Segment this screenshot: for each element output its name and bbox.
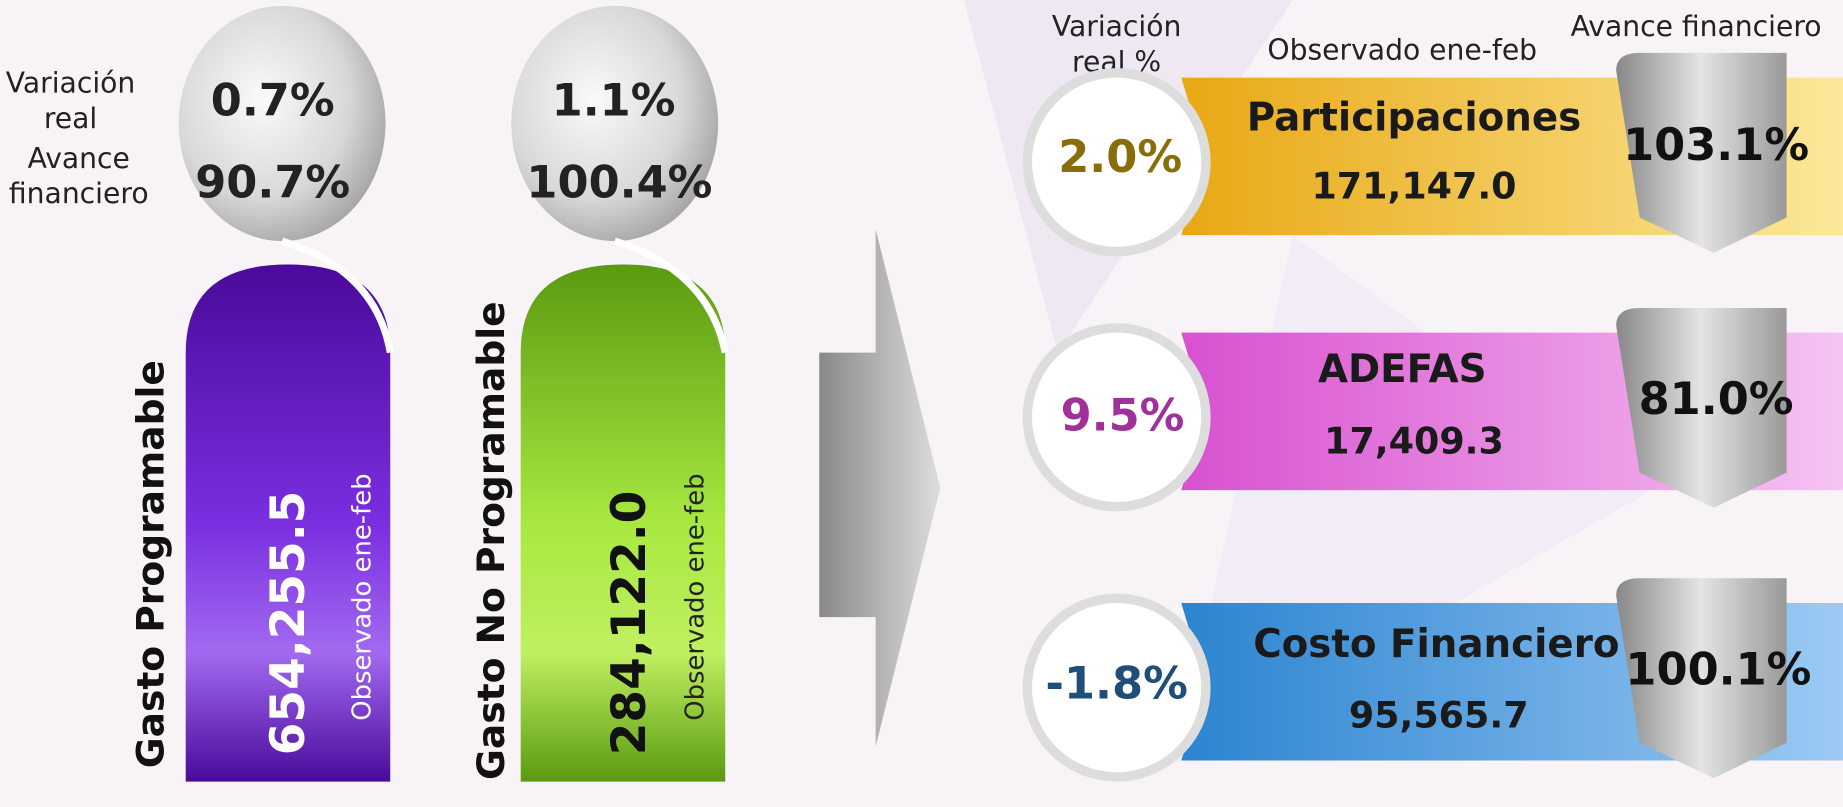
row-value: 95,565.7 <box>1349 693 1529 736</box>
ribbon <box>1616 578 1787 779</box>
card-name: Gasto Programable <box>128 360 172 768</box>
variacion: 9.5% <box>1061 389 1185 441</box>
swoosh <box>281 237 394 354</box>
label: financiero <box>9 177 149 210</box>
label: Avance <box>28 142 130 175</box>
variacion: 1.1% <box>552 74 676 126</box>
avance: 81.0% <box>1639 373 1794 425</box>
header: Observado ene-feb <box>1267 34 1537 67</box>
row-name: Costo Financiero <box>1253 622 1619 667</box>
card-caption: Observado ene-feb <box>348 473 378 720</box>
bubble <box>178 5 386 241</box>
arrow <box>819 229 941 747</box>
avance: 100.4% <box>526 157 712 209</box>
row-value: 171,147.0 <box>1311 165 1516 208</box>
variacion: 0.7% <box>211 74 335 126</box>
card-value: 654,255.5 <box>261 491 316 756</box>
row-name: Participaciones <box>1247 95 1582 140</box>
swoosh <box>613 237 729 354</box>
row-circle <box>1022 323 1211 512</box>
variacion: -1.8% <box>1045 657 1187 709</box>
pillar <box>520 264 726 782</box>
ribbon <box>1616 307 1787 508</box>
ribbon <box>1616 52 1787 253</box>
label: real <box>44 102 97 135</box>
pillar <box>185 264 391 782</box>
variacion: 2.0% <box>1058 131 1182 183</box>
bubble <box>511 5 719 241</box>
avance: 100.1% <box>1625 643 1811 695</box>
header: Variación <box>1052 10 1182 43</box>
avance: 90.7% <box>195 157 350 209</box>
header: Avance financiero <box>1571 10 1822 43</box>
row-value: 17,409.3 <box>1324 420 1504 463</box>
label: Variación <box>6 67 136 100</box>
card-caption: Observado ene-feb <box>680 473 710 720</box>
row-circle <box>1022 593 1211 782</box>
card-value: 284,122.0 <box>602 491 657 756</box>
row-circle <box>1022 68 1211 257</box>
row-name: ADEFAS <box>1318 347 1487 392</box>
card-name: Gasto No Programable <box>469 301 513 780</box>
avance: 103.1% <box>1623 119 1809 171</box>
